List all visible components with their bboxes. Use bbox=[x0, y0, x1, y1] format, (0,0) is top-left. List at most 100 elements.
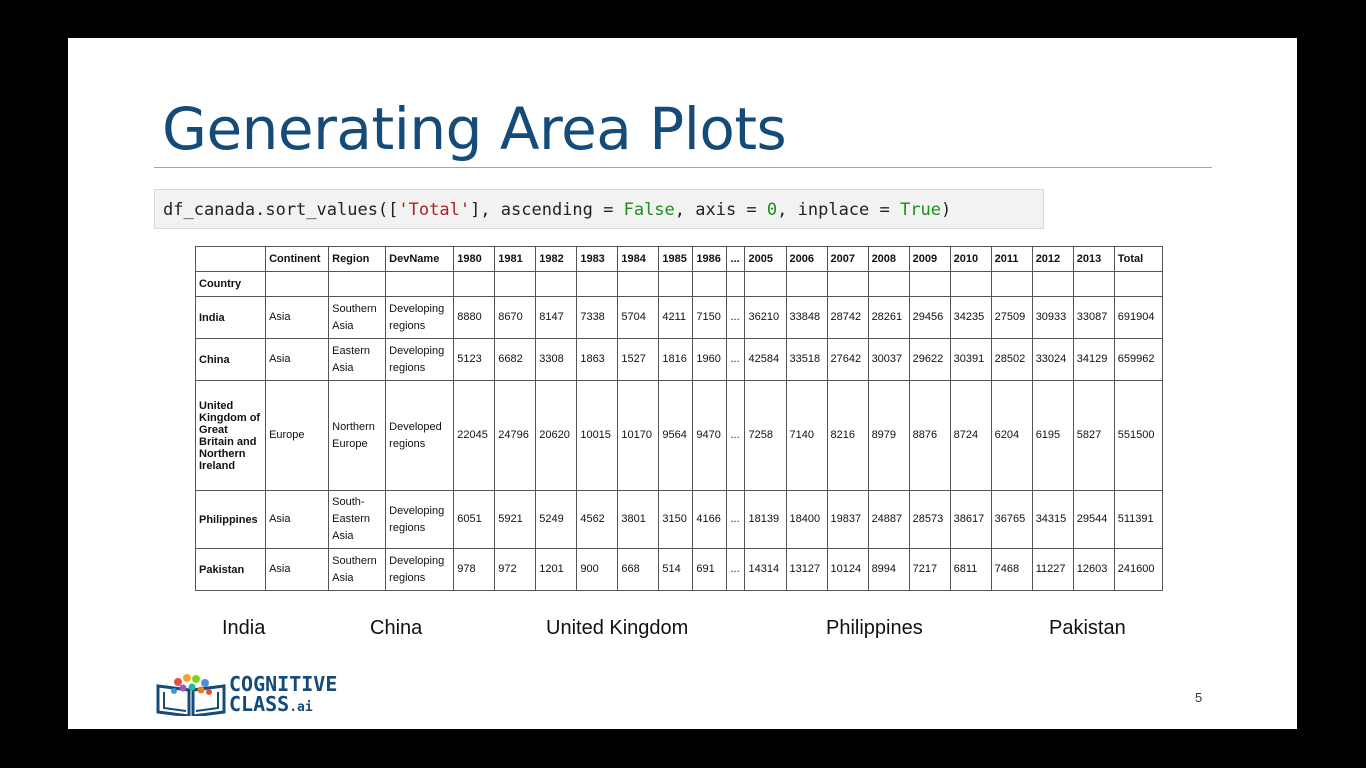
table-cell: 28261 bbox=[867, 296, 910, 339]
table-cell: 29544 bbox=[1072, 490, 1115, 549]
empty-cell bbox=[826, 271, 869, 297]
empty-cell bbox=[535, 271, 578, 297]
table-cell: 6811 bbox=[949, 548, 992, 591]
table-cell: 33087 bbox=[1072, 296, 1115, 339]
dataframe-table: Continent Region DevName 1980 1981 1982 1983 19… bbox=[194, 246, 1164, 591]
column-header: 1985 bbox=[658, 246, 694, 272]
table-cell: Developing regions bbox=[385, 548, 455, 591]
empty-cell bbox=[494, 271, 537, 297]
country-labels: India China United Kingdom Philippines P… bbox=[68, 617, 1297, 641]
column-header: 2009 bbox=[908, 246, 951, 272]
table-cell: 33024 bbox=[1031, 338, 1074, 381]
table-cell: 30391 bbox=[949, 338, 992, 381]
table-cell: 691 bbox=[692, 548, 728, 591]
code-keyword-true: True bbox=[899, 200, 941, 220]
table-cell: Developed regions bbox=[385, 380, 455, 491]
empty-cell bbox=[785, 271, 828, 297]
code-mid3: , inplace = bbox=[777, 200, 900, 220]
table-cell: 4166 bbox=[692, 490, 728, 549]
table-cell: 28742 bbox=[826, 296, 869, 339]
column-header: 2011 bbox=[990, 246, 1033, 272]
table-cell: ... bbox=[726, 380, 746, 491]
column-header: 1983 bbox=[576, 246, 619, 272]
table-cell: 8880 bbox=[453, 296, 496, 339]
table-cell: 7217 bbox=[908, 548, 951, 591]
table-cell: Southern Asia bbox=[328, 296, 387, 339]
table-cell: 12603 bbox=[1072, 548, 1115, 591]
table-cell: 29456 bbox=[908, 296, 951, 339]
table-cell: Asia bbox=[265, 490, 330, 549]
table-cell: 4211 bbox=[658, 296, 694, 339]
empty-cell bbox=[328, 271, 387, 297]
slide-title: Generating Area Plots bbox=[162, 95, 787, 163]
table-row: United Kingdom of Great Britain and Nort… bbox=[194, 380, 1164, 491]
table-cell: 42584 bbox=[744, 338, 787, 381]
empty-cell bbox=[744, 271, 787, 297]
table-cell: 8994 bbox=[867, 548, 910, 591]
label-china: China bbox=[370, 617, 423, 639]
code-block: df_canada.sort_values(['Total'], ascendi… bbox=[154, 189, 1044, 229]
table-cell: 3308 bbox=[535, 338, 578, 381]
table-cell: 5704 bbox=[617, 296, 660, 339]
table-cell: 20620 bbox=[535, 380, 578, 491]
table-cell: ... bbox=[726, 296, 746, 339]
empty-cell bbox=[265, 271, 330, 297]
table-cell: 972 bbox=[494, 548, 537, 591]
table-cell: 1527 bbox=[617, 338, 660, 381]
table-cell: Developing regions bbox=[385, 338, 455, 381]
column-header: 2008 bbox=[867, 246, 910, 272]
table-cell: ... bbox=[726, 490, 746, 549]
column-header: 1986 bbox=[692, 246, 728, 272]
empty-cell bbox=[867, 271, 910, 297]
table-cell: ... bbox=[726, 338, 746, 381]
country-cell: Pakistan bbox=[194, 548, 267, 591]
table-cell: Asia bbox=[265, 338, 330, 381]
table-cell: Europe bbox=[265, 380, 330, 491]
column-header: Region bbox=[328, 246, 387, 272]
cognitive-class-logo: COGNITIVE CLASS.ai bbox=[156, 672, 356, 716]
table-row: Pakistan Asia Southern Asia Developing regi… bbox=[194, 548, 1164, 591]
table-cell: 8216 bbox=[826, 380, 869, 491]
table-row: India Asia Southern Asia Developing regions… bbox=[194, 296, 1164, 339]
empty-cell bbox=[1031, 271, 1074, 297]
table-cell: 24887 bbox=[867, 490, 910, 549]
table-cell: 7150 bbox=[692, 296, 728, 339]
table-cell: 8876 bbox=[908, 380, 951, 491]
empty-cell bbox=[949, 271, 992, 297]
table-cell: Developing regions bbox=[385, 296, 455, 339]
logo-line1: COGNITIVE bbox=[229, 672, 338, 696]
empty-cell bbox=[990, 271, 1033, 297]
column-header: Total bbox=[1113, 246, 1164, 272]
empty-cell bbox=[1113, 271, 1164, 297]
table-cell: 8670 bbox=[494, 296, 537, 339]
column-header: DevName bbox=[385, 246, 455, 272]
table-cell: 9470 bbox=[692, 380, 728, 491]
table-cell: 3150 bbox=[658, 490, 694, 549]
table-cell: 33518 bbox=[785, 338, 828, 381]
empty-cell bbox=[1072, 271, 1115, 297]
table-cell: Northern Europe bbox=[328, 380, 387, 491]
logo-suffix: .ai bbox=[289, 700, 313, 715]
table-cell: 1816 bbox=[658, 338, 694, 381]
table-cell: 241600 bbox=[1113, 548, 1164, 591]
table-cell: 36765 bbox=[990, 490, 1033, 549]
table-cell: 38617 bbox=[949, 490, 992, 549]
table-cell: 10124 bbox=[826, 548, 869, 591]
column-header: 2005 bbox=[744, 246, 787, 272]
table-cell: 9564 bbox=[658, 380, 694, 491]
empty-cell bbox=[617, 271, 660, 297]
table-cell: 551500 bbox=[1113, 380, 1164, 491]
table-cell: 29622 bbox=[908, 338, 951, 381]
code-mid1: ], ascending = bbox=[470, 200, 624, 220]
table-cell: Asia bbox=[265, 296, 330, 339]
table-cell: South-Eastern Asia bbox=[328, 490, 387, 549]
table-cell: 7140 bbox=[785, 380, 828, 491]
code-post: ) bbox=[940, 200, 952, 220]
empty-cell bbox=[385, 271, 455, 297]
table-cell: 6204 bbox=[990, 380, 1033, 491]
table-cell: 36210 bbox=[744, 296, 787, 339]
table-cell: 33848 bbox=[785, 296, 828, 339]
empty-cell bbox=[453, 271, 496, 297]
table-cell: 13127 bbox=[785, 548, 828, 591]
column-header: 2013 bbox=[1072, 246, 1115, 272]
